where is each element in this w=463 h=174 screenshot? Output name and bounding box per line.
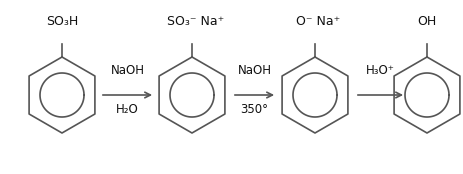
Text: NaOH: NaOH [238,64,271,77]
Text: SO₃⁻ Na⁺: SO₃⁻ Na⁺ [168,15,225,28]
Text: SO₃H: SO₃H [46,15,78,28]
Text: OH: OH [417,15,437,28]
Text: 350°: 350° [240,103,269,116]
Text: H₃O⁺: H₃O⁺ [366,64,395,77]
Text: NaOH: NaOH [111,64,144,77]
Text: O⁻ Na⁺: O⁻ Na⁺ [296,15,340,28]
Text: H₂O: H₂O [116,103,139,116]
